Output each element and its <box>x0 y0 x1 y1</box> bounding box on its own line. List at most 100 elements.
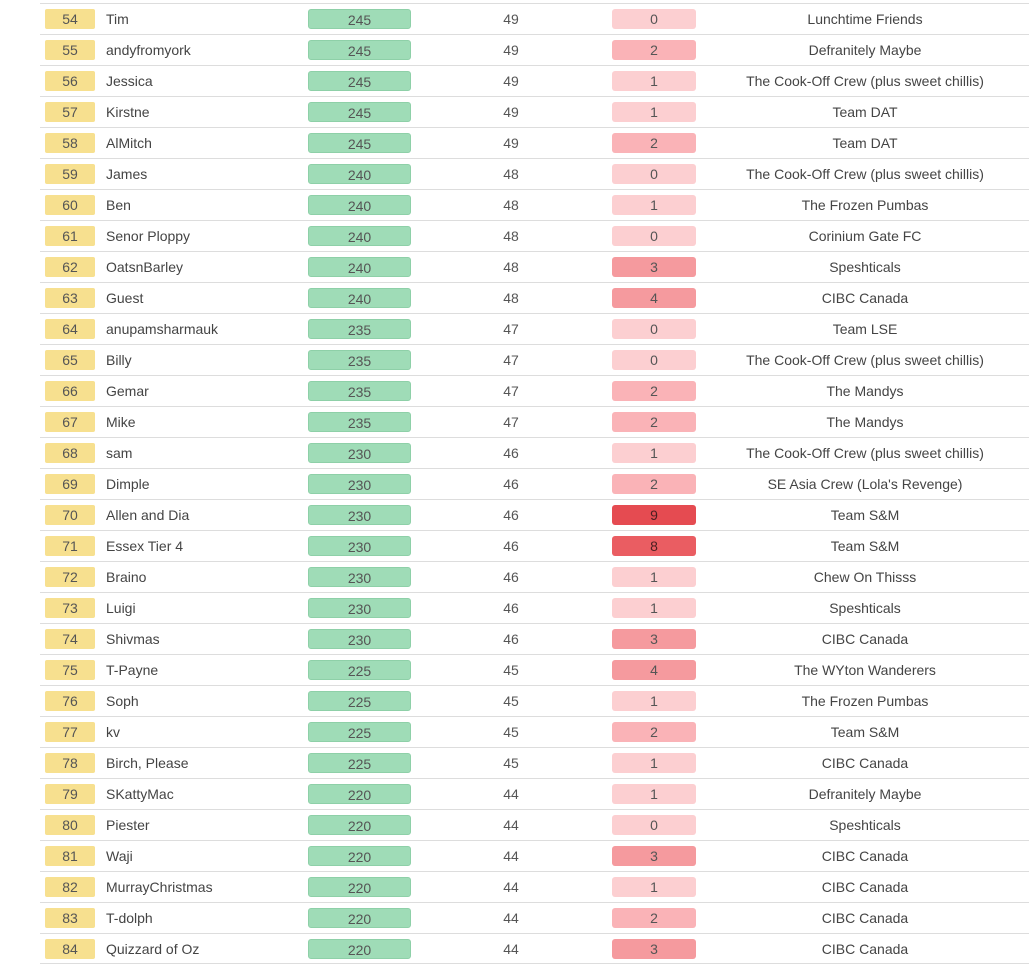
team-name: The WYton Wanderers <box>794 662 936 678</box>
correct-count: 46 <box>503 507 519 523</box>
table-row: 66 Gemar 235 47 2 The Mandys <box>40 375 1029 406</box>
player-name: sam <box>106 445 133 461</box>
correct-count: 49 <box>503 104 519 120</box>
rank-badge: 78 <box>45 753 95 773</box>
correct-count: 48 <box>503 197 519 213</box>
table-row: 72 Braino 230 46 1 Chew On Thisss <box>40 561 1029 592</box>
correct-count: 44 <box>503 941 519 957</box>
player-name: Mike <box>106 414 136 430</box>
rank-badge: 61 <box>45 226 95 246</box>
exact-score-badge: 9 <box>612 505 696 525</box>
team-name: The Cook-Off Crew (plus sweet chillis) <box>746 166 984 182</box>
correct-count: 44 <box>503 817 519 833</box>
table-row: 63 Guest 240 48 4 CIBC Canada <box>40 282 1029 313</box>
exact-score-badge: 0 <box>612 815 696 835</box>
rank-badge: 73 <box>45 598 95 618</box>
rank-badge: 77 <box>45 722 95 742</box>
table-row: 84 Quizzard of Oz 220 44 3 CIBC Canada <box>40 933 1029 964</box>
rank-badge: 80 <box>45 815 95 835</box>
team-name: The Mandys <box>826 414 904 430</box>
exact-score-badge: 2 <box>612 722 696 742</box>
correct-count: 46 <box>503 538 519 554</box>
points-badge: 240 <box>308 164 411 184</box>
exact-score-badge: 0 <box>612 319 696 339</box>
points-badge: 230 <box>308 598 411 618</box>
team-name: The Frozen Pumbas <box>801 693 929 709</box>
player-name: Luigi <box>106 600 136 616</box>
points-badge: 220 <box>308 846 411 866</box>
correct-count: 46 <box>503 445 519 461</box>
exact-score-badge: 2 <box>612 133 696 153</box>
team-name: Lunchtime Friends <box>807 11 923 27</box>
rank-badge: 64 <box>45 319 95 339</box>
exact-score-badge: 0 <box>612 164 696 184</box>
team-name: CIBC Canada <box>821 290 909 306</box>
points-badge: 245 <box>308 40 411 60</box>
table-row: 56 Jessica 245 49 1 The Cook-Off Crew (plus s… <box>40 65 1029 96</box>
points-badge: 230 <box>308 629 411 649</box>
correct-count: 44 <box>503 848 519 864</box>
table-row: 77 kv 225 45 2 Team S&M <box>40 716 1029 747</box>
correct-count: 47 <box>503 414 519 430</box>
correct-count: 47 <box>503 383 519 399</box>
player-name: Dimple <box>106 476 150 492</box>
correct-count: 46 <box>503 476 519 492</box>
table-row: 69 Dimple 230 46 2 SE Asia Crew (Lola's Reven… <box>40 468 1029 499</box>
points-badge: 225 <box>308 660 411 680</box>
correct-count: 46 <box>503 600 519 616</box>
points-badge: 230 <box>308 443 411 463</box>
player-name: Waji <box>106 848 133 864</box>
correct-count: 49 <box>503 135 519 151</box>
exact-score-badge: 3 <box>612 846 696 866</box>
player-name: Essex Tier 4 <box>106 538 184 554</box>
exact-score-badge: 1 <box>612 195 696 215</box>
points-badge: 240 <box>308 288 411 308</box>
exact-score-badge: 2 <box>612 412 696 432</box>
exact-score-badge: 2 <box>612 40 696 60</box>
table-row: 71 Essex Tier 4 230 46 8 Team S&M <box>40 530 1029 561</box>
table-row: 61 Senor Ploppy 240 48 0 Corinium Gate FC <box>40 220 1029 251</box>
rank-badge: 81 <box>45 846 95 866</box>
table-row: 60 Ben 240 48 1 The Frozen Pumbas <box>40 189 1029 220</box>
table-row: 79 SKattyMac 220 44 1 Defranitely Maybe <box>40 778 1029 809</box>
team-name: Team S&M <box>830 724 900 740</box>
points-badge: 230 <box>308 536 411 556</box>
team-name: The Frozen Pumbas <box>801 197 929 213</box>
table-row: 74 Shivmas 230 46 3 CIBC Canada <box>40 623 1029 654</box>
exact-score-badge: 4 <box>612 660 696 680</box>
player-name: T-Payne <box>106 662 159 678</box>
exact-score-badge: 1 <box>612 691 696 711</box>
rank-badge: 65 <box>45 350 95 370</box>
exact-score-badge: 1 <box>612 102 696 122</box>
points-badge: 230 <box>308 474 411 494</box>
table-row: 62 OatsnBarley 240 48 3 Speshticals <box>40 251 1029 282</box>
team-name: CIBC Canada <box>821 941 909 957</box>
exact-score-badge: 1 <box>612 443 696 463</box>
player-name: Senor Ploppy <box>106 228 191 244</box>
rank-badge: 75 <box>45 660 95 680</box>
points-badge: 220 <box>308 939 411 959</box>
player-name: Braino <box>106 569 147 585</box>
table-row: 58 AlMitch 245 49 2 Team DAT <box>40 127 1029 158</box>
player-name: Gemar <box>106 383 149 399</box>
table-row: 57 Kirstne 245 49 1 Team DAT <box>40 96 1029 127</box>
team-name: The Cook-Off Crew (plus sweet chillis) <box>746 445 984 461</box>
team-name: CIBC Canada <box>821 879 909 895</box>
rank-badge: 66 <box>45 381 95 401</box>
player-name: Ben <box>106 197 131 213</box>
correct-count: 47 <box>503 321 519 337</box>
leaderboard-table: 54 Tim 245 49 0 Lunchtime Friends 55 andyfromyo… <box>40 3 1029 964</box>
team-name: Corinium Gate FC <box>808 228 922 244</box>
points-badge: 245 <box>308 133 411 153</box>
points-badge: 245 <box>308 9 411 29</box>
rank-badge: 69 <box>45 474 95 494</box>
rank-badge: 72 <box>45 567 95 587</box>
rank-badge: 67 <box>45 412 95 432</box>
team-name: The Cook-Off Crew (plus sweet chillis) <box>746 73 984 89</box>
correct-count: 46 <box>503 631 519 647</box>
player-name: Tim <box>106 11 129 27</box>
exact-score-badge: 2 <box>612 381 696 401</box>
points-badge: 220 <box>308 908 411 928</box>
exact-score-badge: 1 <box>612 877 696 897</box>
exact-score-badge: 2 <box>612 908 696 928</box>
